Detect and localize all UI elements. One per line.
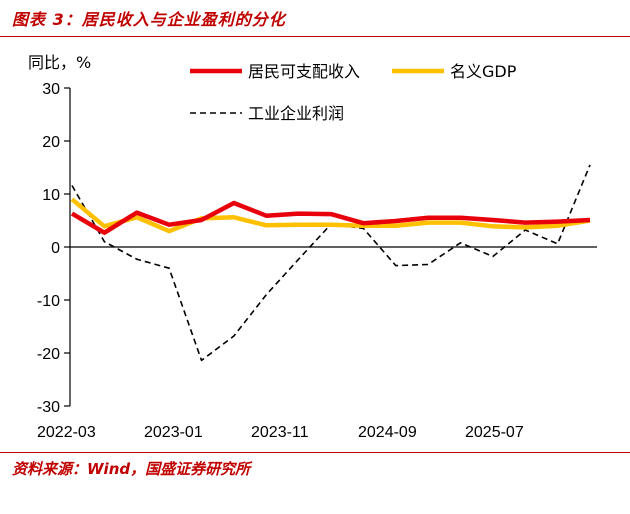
source-note: 资料来源：Wind，国盛证券研究所 [12,460,251,478]
top-divider [0,36,630,37]
y-tick-label: -30 [37,399,60,416]
y-tick-label: 10 [42,187,60,204]
series-line-gdp [70,197,591,234]
legend-label: 工业企业利润 [248,104,344,123]
x-tick-label: 2022-03 [37,424,96,441]
figure-title: 图表 3：居民收入与企业盈利的分化 [12,10,286,29]
x-tick-label: 2025-07 [465,424,524,441]
legend-label: 名义GDP [450,62,517,81]
y-tick-label: 20 [42,134,60,151]
y-tick-label: -10 [37,293,60,310]
y-tick-label: -20 [37,346,60,363]
x-tick-label: 2024-09 [358,424,417,441]
series-line-profit [71,164,591,362]
x-tick-label: 2023-11 [251,424,309,441]
y-tick-label: 30 [42,81,60,98]
x-tick-label: 2023-01 [144,424,203,441]
y-axis-title: 同比，% [28,53,91,72]
legend-label: 居民可支配收入 [248,62,360,81]
series-line-income [70,200,591,235]
y-tick-label: 0 [51,240,60,257]
bottom-divider [0,452,630,453]
